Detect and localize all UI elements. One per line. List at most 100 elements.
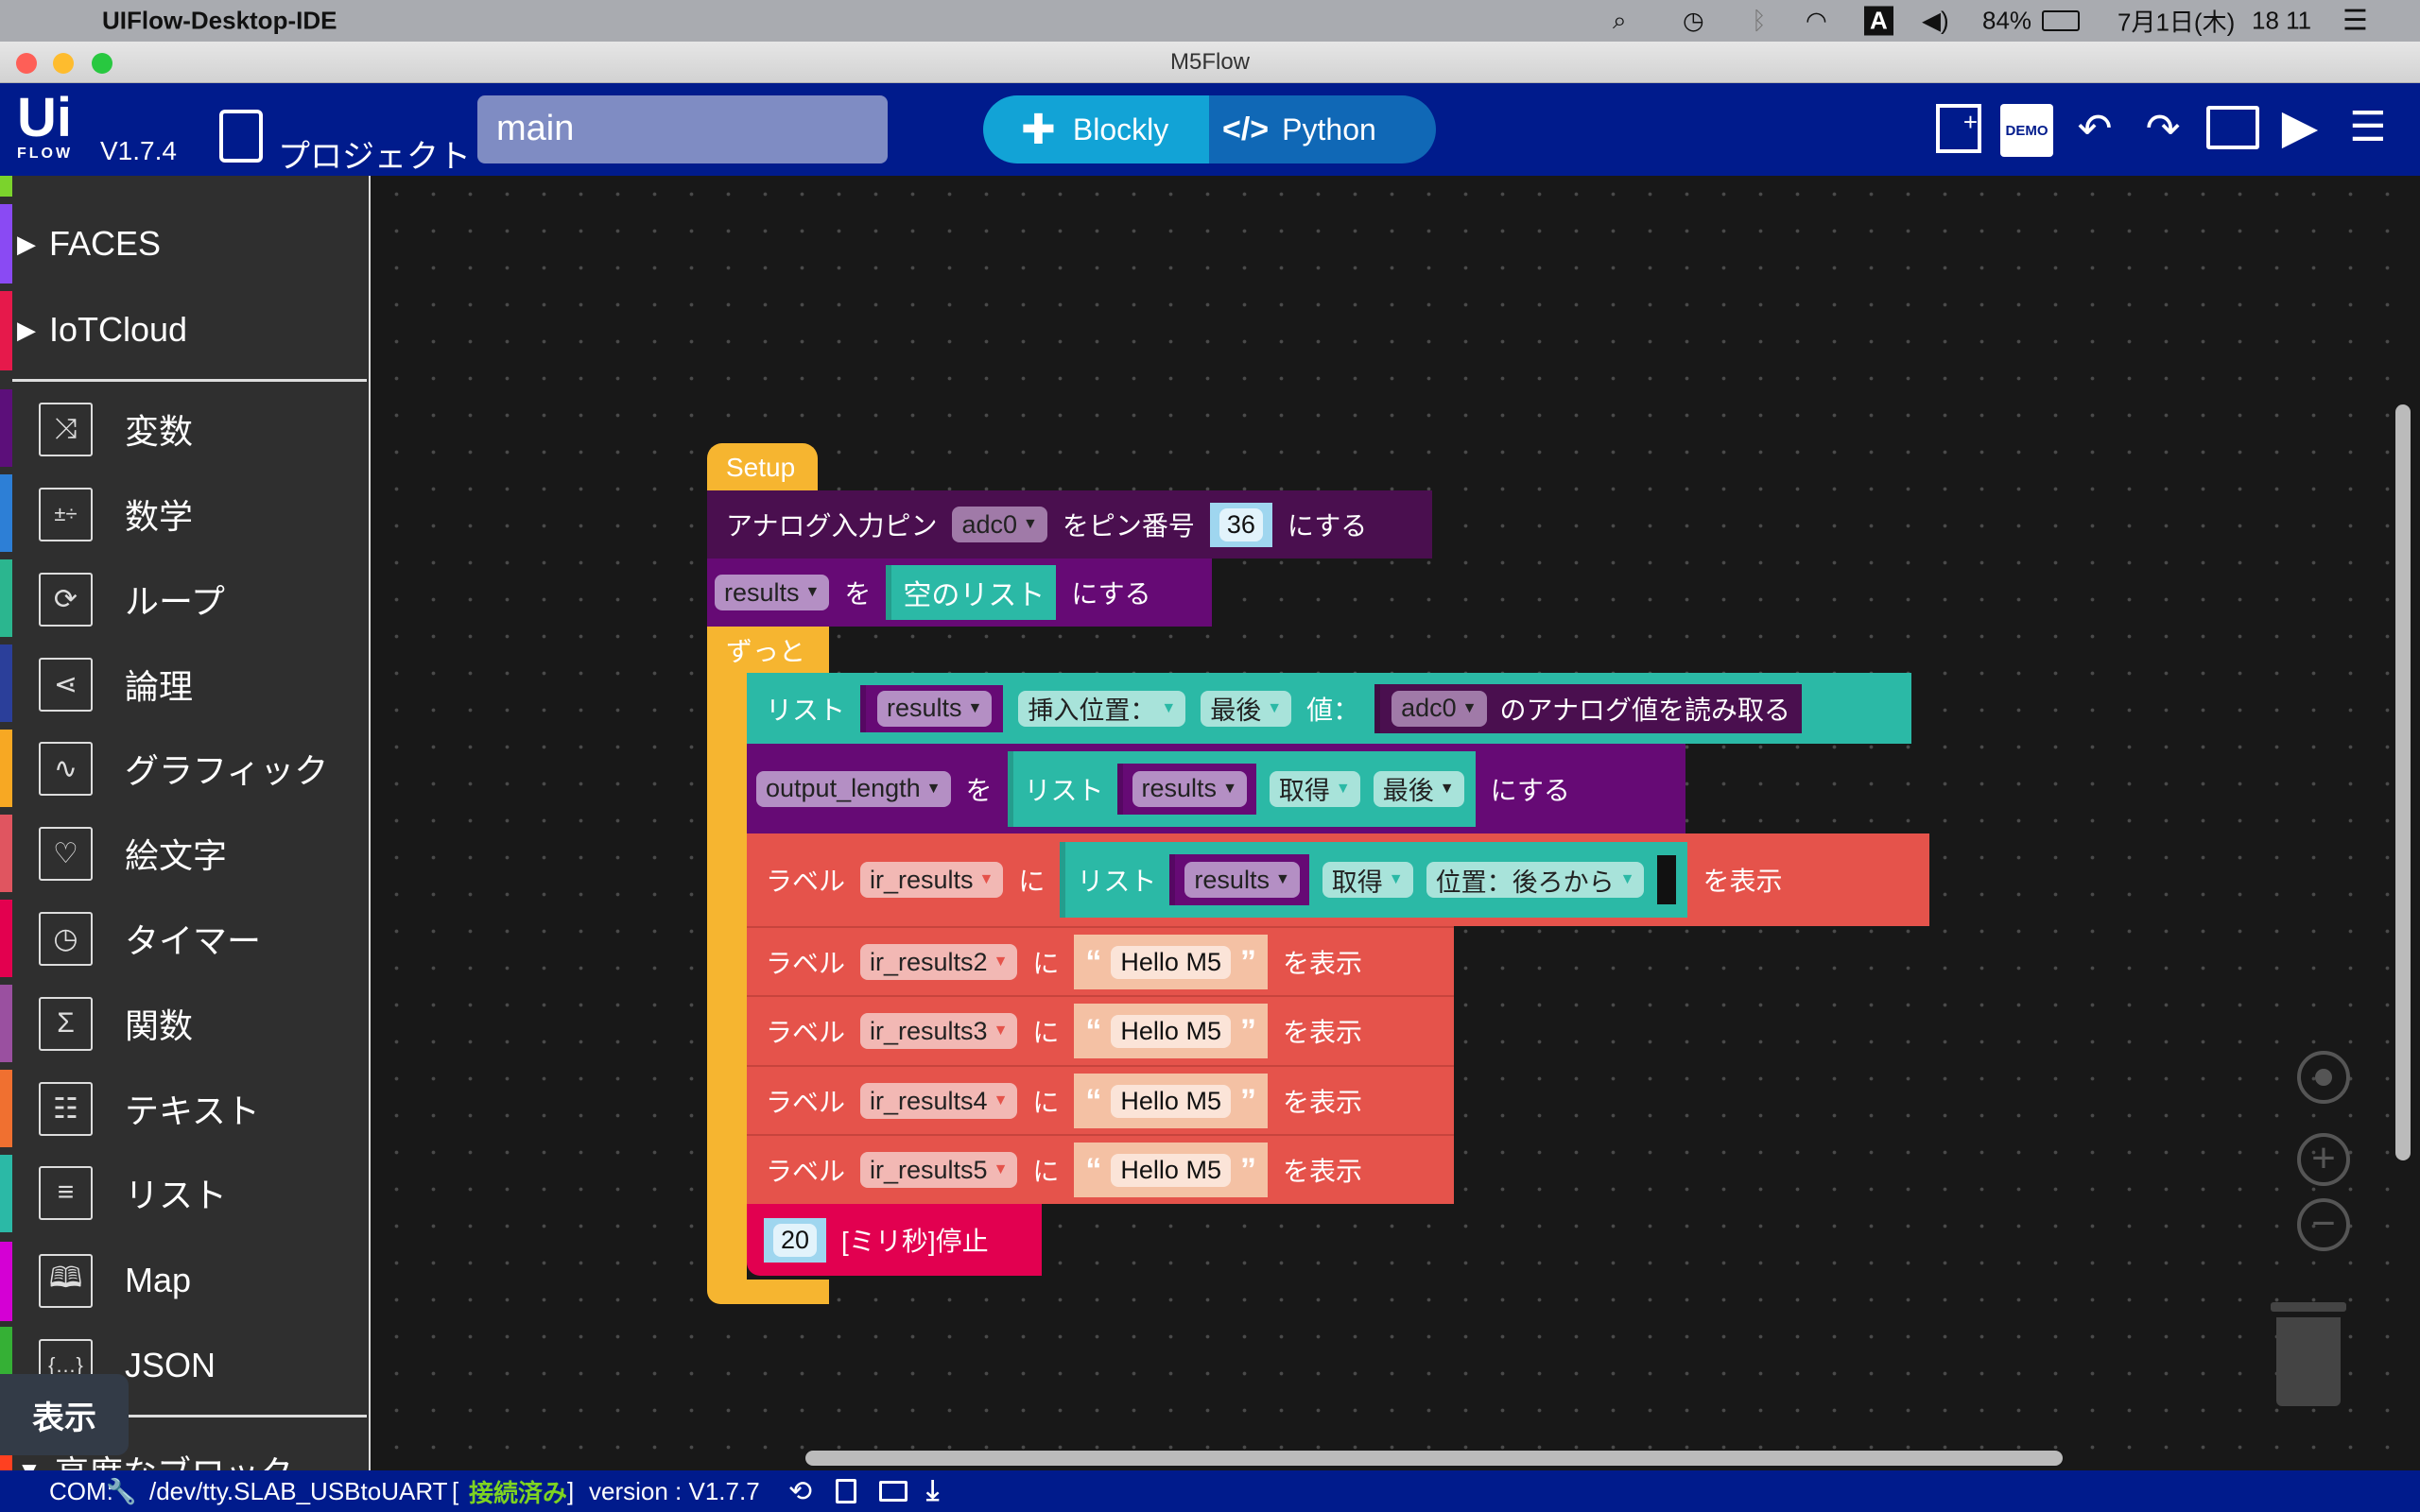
setup-block[interactable]: Setup xyxy=(707,443,818,492)
op-dropdown[interactable]: 取得 ▼ xyxy=(1269,770,1360,807)
position-dropdown[interactable]: 最後 ▼ xyxy=(1373,770,1464,807)
demo-button[interactable]: DEMO xyxy=(2000,104,2053,157)
number-field[interactable]: 20 xyxy=(773,1223,818,1257)
text-field[interactable]: Hello M5 xyxy=(1111,1014,1231,1048)
project-file-icon[interactable] xyxy=(219,110,263,163)
battery-icon[interactable] xyxy=(2042,10,2080,31)
list-get-block[interactable]: リスト results ▼ 取得 ▼ 位置：後ろから ▼ xyxy=(1060,842,1688,918)
text-block[interactable]: “ Hello M5” xyxy=(1074,1074,1268,1128)
python-tab[interactable]: </> Python xyxy=(1209,95,1436,163)
text-field[interactable]: Hello M5 xyxy=(1111,1084,1231,1118)
wrench-icon[interactable]: 🔧 xyxy=(106,1476,137,1505)
search-icon[interactable]: ⌕ xyxy=(1613,6,1627,34)
sidebar-item-emoji[interactable]: ♡ 絵文字 xyxy=(0,816,371,891)
time-machine-icon[interactable]: ◷ xyxy=(1683,6,1704,35)
text-block[interactable]: “ Hello M5” xyxy=(1074,1004,1268,1058)
volume-icon[interactable]: ◀) xyxy=(1922,6,1949,35)
var-dropdown[interactable]: adc0 ▼ xyxy=(952,507,1047,542)
blockly-tab[interactable]: ✚ Blockly xyxy=(983,95,1210,163)
run-icon[interactable]: ▶ xyxy=(2281,100,2319,153)
text-field[interactable]: Hello M5 xyxy=(1111,1153,1231,1187)
close-window-button[interactable] xyxy=(16,53,37,74)
label-show-block[interactable]: ラベル ir_results ▼ に リスト results ▼ 取得 ▼ 位置：後ろ… xyxy=(747,833,1929,926)
number-block[interactable]: 20 xyxy=(764,1217,827,1263)
zoom-out-icon[interactable]: − xyxy=(2297,1198,2350,1251)
refresh-icon[interactable]: ⟲ xyxy=(788,1475,813,1507)
label-dropdown[interactable]: ir_results ▼ xyxy=(860,862,1004,898)
sidebar-item-loop[interactable]: ⟳ ループ xyxy=(0,561,371,637)
sidebar-item-timer[interactable]: ◷ タイマー xyxy=(0,901,371,976)
op-dropdown[interactable]: 取得 ▼ xyxy=(1322,862,1413,898)
redo-icon[interactable]: ↷ xyxy=(2145,105,2181,152)
var-dropdown[interactable]: results ▼ xyxy=(1184,862,1300,898)
open-folder-icon[interactable] xyxy=(879,1481,908,1502)
label-dropdown[interactable]: ir_results4 ▼ xyxy=(860,1083,1018,1119)
set-output-length-block[interactable]: output_length ▼ を リスト results ▼ 取得 ▼ 最後 ▼ にす… xyxy=(747,744,1685,833)
minimize-window-button[interactable] xyxy=(53,53,74,74)
empty-input-slot[interactable] xyxy=(1657,855,1677,904)
label-dropdown[interactable]: ir_results5 ▼ xyxy=(860,1152,1018,1188)
sidebar-item-list[interactable]: ≡ リスト xyxy=(0,1155,371,1230)
zoom-window-button[interactable] xyxy=(92,53,112,74)
input-source-icon[interactable]: A xyxy=(1864,6,1893,36)
text-field[interactable]: Hello M5 xyxy=(1111,945,1231,979)
text-block[interactable]: “ Hello M5” xyxy=(1074,1143,1268,1197)
sidebar-item-graphic[interactable]: ∿ グラフィック xyxy=(0,730,371,806)
label-show-block[interactable]: ラベル ir_results3 ▼ に “ Hello M5” を表示 xyxy=(747,995,1454,1065)
label-show-block[interactable]: ラベル ir_results5 ▼ に “ Hello M5” を表示 xyxy=(747,1134,1454,1204)
label-dropdown[interactable]: ir_results3 ▼ xyxy=(860,1013,1018,1049)
recenter-icon[interactable] xyxy=(2297,1051,2350,1104)
label-show-block[interactable]: ラベル ir_results4 ▼ に “ Hello M5” を表示 xyxy=(747,1065,1454,1135)
menu-icon[interactable]: ☰ xyxy=(2349,103,2387,150)
list-insert-block[interactable]: リスト results ▼ 挿入位置： ▼ 最後 ▼ 値： adc0 ▼ のアナログ値を読… xyxy=(747,673,1911,744)
analog-read-block[interactable]: adc0 ▼ のアナログ値を読み取る xyxy=(1374,683,1802,733)
sidebar-group-iotcloud[interactable]: ▶ IoTCloud xyxy=(0,292,371,368)
horizontal-scrollbar[interactable] xyxy=(805,1451,2063,1466)
var-dropdown[interactable]: results ▼ xyxy=(715,575,830,610)
undo-icon[interactable]: ↶ xyxy=(2077,105,2113,152)
insert-mode-dropdown[interactable]: 挿入位置： ▼ xyxy=(1018,690,1186,727)
number-block[interactable]: 36 xyxy=(1209,502,1272,547)
position-dropdown[interactable]: 最後 ▼ xyxy=(1201,690,1292,727)
list-get-block[interactable]: リスト results ▼ 取得 ▼ 最後 ▼ xyxy=(1007,750,1476,827)
sidebar-item-json[interactable]: {…} JSON xyxy=(0,1328,371,1403)
sidebar-item-math[interactable]: ±÷ 数学 xyxy=(0,476,371,552)
battery-percent[interactable]: 84% xyxy=(1982,6,2032,35)
download-icon[interactable]: ⤓ xyxy=(926,1475,940,1506)
device-icon[interactable] xyxy=(2206,106,2259,149)
list-variable-block[interactable]: results ▼ xyxy=(860,684,1004,732)
label-dropdown[interactable]: ir_results2 ▼ xyxy=(860,944,1018,980)
new-file-icon[interactable]: + xyxy=(1936,104,1981,153)
trash-lid-icon[interactable] xyxy=(2271,1302,2346,1312)
notification-list-icon[interactable]: ☰ xyxy=(2342,5,2368,37)
sidebar-item-functions[interactable]: Σ 関数 xyxy=(0,986,371,1061)
serial-port[interactable]: /dev/tty.SLAB_USBtoUART xyxy=(149,1476,448,1505)
zoom-in-icon[interactable]: + xyxy=(2297,1133,2350,1186)
var-dropdown[interactable]: output_length ▼ xyxy=(756,770,951,807)
sidebar-item-variables[interactable]: ⤨ 変数 xyxy=(0,391,371,467)
file-name-input[interactable]: main xyxy=(477,95,888,163)
text-block[interactable]: “ Hello M5” xyxy=(1074,935,1268,989)
sidebar-group-advanced[interactable]: ▼ 高度なブロック xyxy=(0,1433,371,1470)
vertical-scrollbar[interactable] xyxy=(2395,404,2411,1160)
sidebar-item-logic[interactable]: ⋖ 論理 xyxy=(0,646,371,722)
project-button[interactable]: プロジェクト xyxy=(278,139,471,175)
number-field[interactable]: 36 xyxy=(1219,507,1263,541)
date[interactable]: 7月1日(木) xyxy=(2118,8,2236,37)
save-icon[interactable] xyxy=(836,1479,856,1503)
time[interactable]: 18 11 xyxy=(2252,6,2312,35)
wifi-icon[interactable]: ◠ xyxy=(1806,6,1827,35)
forever-loop-block[interactable]: ずっと xyxy=(707,627,829,674)
bluetooth-icon[interactable]: ᛒ xyxy=(1752,6,1767,35)
label-show-block[interactable]: ラベル ir_results2 ▼ に “ Hello M5” を表示 xyxy=(747,926,1454,996)
wait-ms-block[interactable]: 20 [ミリ秒]停止 xyxy=(747,1204,1042,1276)
position-dropdown[interactable]: 位置：後ろから ▼ xyxy=(1426,862,1645,898)
sidebar-item-map[interactable]: 🕮 Map xyxy=(0,1243,371,1318)
sidebar-scrollbar[interactable] xyxy=(369,176,371,1470)
sidebar-item-text[interactable]: ☷ テキスト xyxy=(0,1071,371,1146)
sidebar-group-faces[interactable]: ▶ FACES xyxy=(0,206,371,282)
analog-pin-block[interactable]: アナログ入力ピン adc0 ▼ をピン番号 36 にする xyxy=(707,490,1432,558)
trash-icon[interactable] xyxy=(2276,1317,2341,1406)
var-dropdown[interactable]: results ▼ xyxy=(1132,770,1247,807)
set-variable-block[interactable]: results ▼ を 空のリスト にする xyxy=(707,558,1212,627)
